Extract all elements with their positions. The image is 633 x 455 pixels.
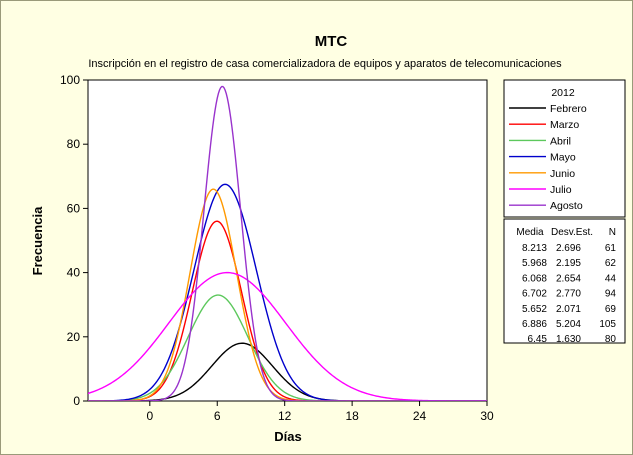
stats-sd: 2.770 [556, 289, 581, 300]
x-tick-label: 30 [480, 409, 494, 423]
legend-label: Junio [550, 168, 575, 180]
chart-subtitle: Inscripción en el registro de casa comer… [88, 58, 562, 70]
y-tick-label: 40 [67, 266, 81, 280]
stats-mean: 6.45 [528, 334, 548, 345]
stats-n: 80 [605, 334, 617, 345]
stats-header-mean: Media [516, 227, 544, 238]
y-tick-label: 20 [67, 330, 81, 344]
stats-sd: 1.630 [556, 334, 581, 345]
y-tick-label: 0 [73, 394, 80, 408]
x-axis-ticks: 0 6 12 18 24 30 [146, 401, 494, 423]
stats-n: 94 [605, 289, 617, 300]
y-tick-label: 60 [67, 201, 81, 215]
legend-label: Febrero [550, 103, 587, 115]
stats-sd: 2.195 [556, 258, 581, 269]
legend-label: Julio [550, 184, 572, 196]
x-tick-label: 18 [345, 409, 359, 423]
x-tick-label: 6 [214, 409, 221, 423]
y-tick-label: 80 [67, 137, 81, 151]
legend-label: Mayo [550, 152, 576, 164]
plot-area [88, 80, 487, 401]
x-tick-label: 24 [413, 409, 427, 423]
stats-sd: 2.071 [556, 304, 581, 315]
stats-mean: 5.968 [522, 258, 547, 269]
legend-label: Abril [550, 135, 571, 147]
stats-header-sd: Desv.Est. [551, 227, 593, 238]
x-tick-label: 12 [278, 409, 292, 423]
stats-sd: 2.696 [556, 243, 581, 254]
y-tick-label: 100 [60, 73, 80, 87]
y-axis-label: Frecuencia [30, 206, 45, 275]
legend-box [504, 80, 625, 217]
stats-mean: 5.652 [522, 304, 547, 315]
stats-n: 61 [605, 243, 617, 254]
stats-n: 105 [599, 319, 616, 330]
stats-sd: 5.204 [556, 319, 581, 330]
stats-n: 62 [605, 258, 617, 269]
legend-title: 2012 [551, 87, 575, 99]
stats-mean: 6.068 [522, 273, 547, 284]
stats-sd: 2.654 [556, 273, 581, 284]
stats-mean: 8.213 [522, 243, 547, 254]
y-axis-ticks: 0 20 40 60 80 100 [60, 73, 88, 408]
legend-label: Agosto [550, 200, 583, 212]
chart-title: MTC [315, 33, 348, 50]
stats-n: 44 [605, 273, 617, 284]
stats-header-n: N [609, 227, 616, 238]
legend-label: Marzo [550, 119, 579, 131]
x-tick-label: 0 [146, 409, 153, 423]
stats-mean: 6.886 [522, 319, 547, 330]
stats-n: 69 [605, 304, 617, 315]
x-axis-label: Días [274, 429, 301, 444]
stats-mean: 6.702 [522, 289, 547, 300]
